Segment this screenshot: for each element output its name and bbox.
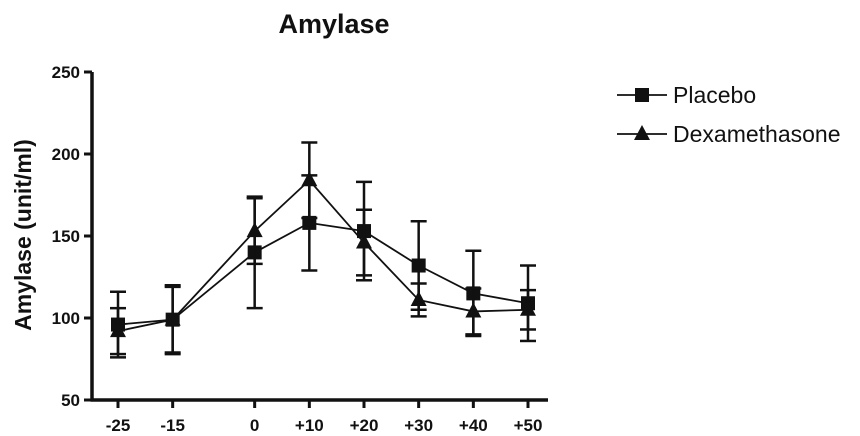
legend-entry-0: Placebo (617, 82, 756, 108)
series-line-0 (117, 221, 529, 326)
data-point-1-5 (410, 290, 427, 306)
data-point-1-4 (356, 233, 372, 249)
data-point-1-7 (520, 300, 536, 316)
data-point-0-5 (411, 258, 426, 273)
x-tick-label-3: +10 (295, 416, 324, 435)
y-tick-label-1: 100 (52, 309, 80, 328)
data-point-0-3 (302, 215, 317, 230)
x-tick-label-1: -15 (160, 416, 185, 435)
data-point-1-6 (465, 302, 482, 318)
data-point-1-3 (301, 171, 318, 187)
data-point-1-0 (110, 322, 126, 338)
data-point-1-1 (164, 310, 181, 326)
series-layer (110, 141, 536, 359)
y-tick-label-3: 200 (52, 145, 80, 164)
y-axis-label: Amylase (unit/ml) (10, 139, 36, 331)
series-triangle (110, 141, 536, 356)
legend-label-1: Dexamethasone (673, 121, 841, 147)
x-tick-label-4: +20 (350, 416, 379, 435)
series-line-1 (117, 178, 529, 333)
x-tick-label-5: +30 (404, 416, 433, 435)
x-tick-label-0: -25 (106, 416, 131, 435)
chart-title: Amylase (278, 9, 389, 39)
legend-marker-1 (634, 125, 650, 140)
legend-entry-1: Dexamethasone (617, 121, 841, 147)
x-tick-label-7: +50 (514, 416, 543, 435)
axes: 50 100 150 200 250 -25 -15 0 +10 +20 +30 +40 +50 (52, 63, 548, 435)
y-tick-label-4: 250 (52, 63, 80, 82)
legend: Placebo Dexamethasone (617, 82, 841, 147)
x-tick-label-2: 0 (250, 416, 259, 435)
legend-label-0: Placebo (673, 82, 756, 108)
x-tick-label-6: +40 (459, 416, 488, 435)
y-tick-label-0: 50 (61, 391, 80, 410)
data-point-1-2 (246, 222, 263, 238)
y-tick-label-2: 150 (52, 227, 80, 246)
legend-marker-0 (635, 88, 649, 102)
